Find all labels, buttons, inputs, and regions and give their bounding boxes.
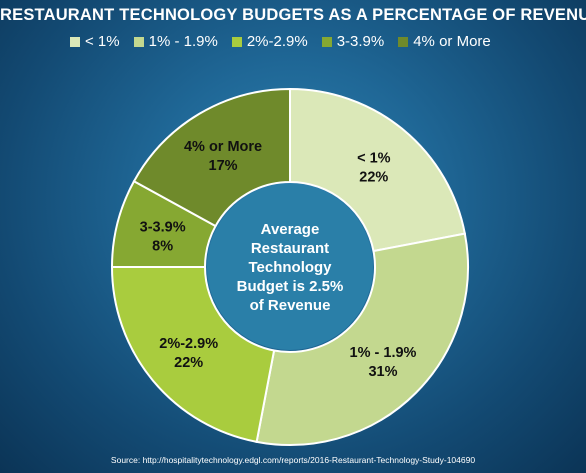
slice-1to1-9 [255,232,469,446]
slice-label-3to3-9: 3-3.9% [140,219,186,235]
legend-swatch-4plus [398,36,409,47]
slice-label-lt1: < 1% [357,151,391,167]
slice-label-2to2-9: 2%-2.9% [159,336,218,352]
donut-slices [110,87,469,446]
legend-item-1to1-9: 1% - 1.9% [133,33,218,50]
center-text: Average Restaurant Technology Budget is 2.5… [237,221,344,314]
center-text-line: of Revenue [250,297,331,314]
slice-label-4plus: 4% or More [184,139,262,155]
slice-value-lt1: 22% [359,170,388,186]
legend-swatch-3to3-9 [321,36,332,47]
legend: < 1% 1% - 1.9% 2%-2.9% 3-3.9% 4% or More [70,33,491,50]
legend-swatch-lt1 [70,36,80,47]
slice-value-2to2-9: 22% [174,355,203,371]
center-text-line: Technology [248,259,332,276]
source-note: Source: http://hospitalitytechnology.edg… [110,455,476,465]
chart-title: RESTAURANT TECHNOLOGY BUDGETS AS A PERCE… [0,6,586,24]
legend-label-4plus: 4% or More [413,33,491,50]
slice-value-1to1-9: 31% [368,364,397,380]
center-text-line: Restaurant [251,240,329,257]
legend-item-3to3-9: 3-3.9% [321,33,385,50]
legend-item-4plus: 4% or More [398,33,491,50]
slice-value-3to3-9: 8% [152,238,173,254]
legend-label-lt1: < 1% [85,33,120,50]
slice-lt1 [289,87,467,253]
slice-2to2-9 [110,266,276,444]
legend-item-2to2-9: 2%-2.9% [231,33,308,50]
center-text-line: Budget is 2.5% [237,278,344,295]
legend-swatch-2to2-9 [231,36,242,47]
legend-swatch-1to1-9 [133,36,144,47]
slice-label-1to1-9: 1% - 1.9% [350,345,417,361]
slice-4plus [132,87,291,228]
slice-labels: < 1% 22% 1% - 1.9% 31% 2%-2.9% 22% 3-3.9% 8% 4% … [140,139,417,380]
legend-label-2to2-9: 2%-2.9% [246,33,308,50]
slice-value-4plus: 17% [209,158,238,174]
donut-center [207,184,373,350]
center-text-line: Average [261,221,320,238]
legend-label-3to3-9: 3-3.9% [336,33,385,50]
legend-label-1to1-9: 1% - 1.9% [148,33,218,50]
legend-item-lt1: < 1% [70,33,120,50]
